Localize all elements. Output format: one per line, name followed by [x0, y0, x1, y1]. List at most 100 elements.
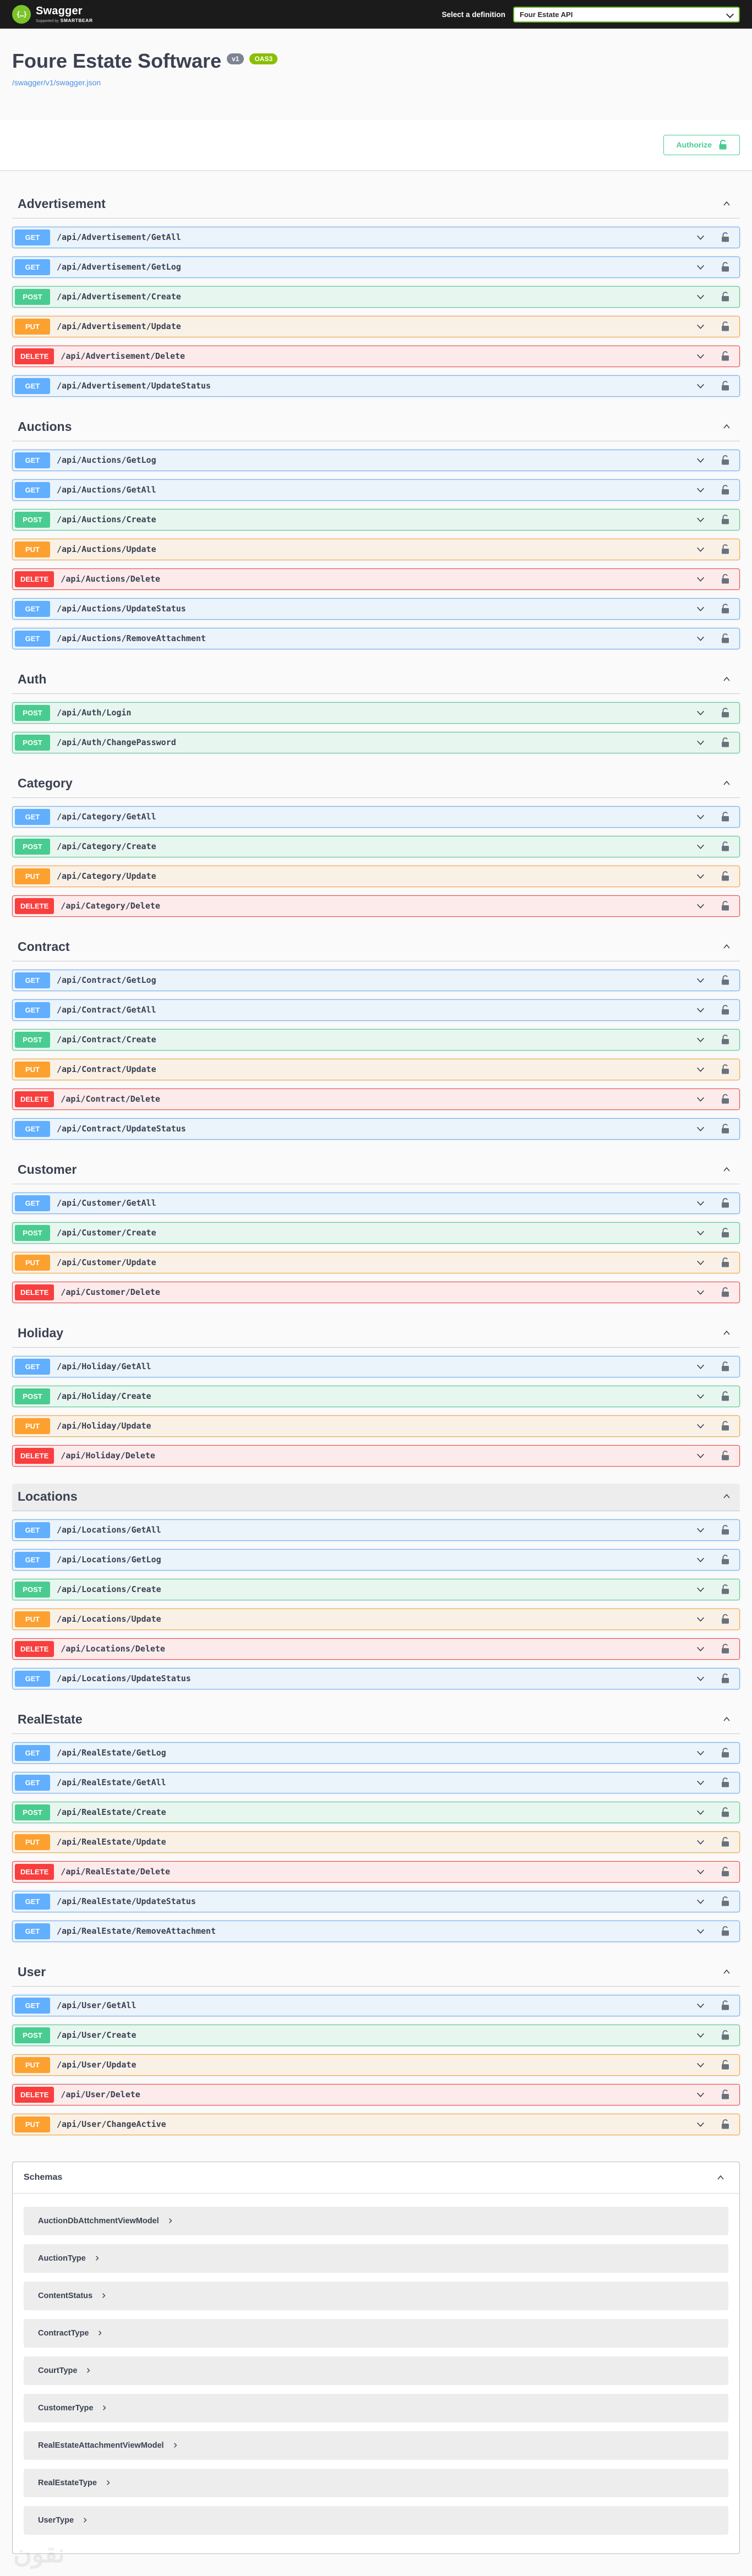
- swagger-logo-link[interactable]: {…} Swagger Supported by SMARTBEAR: [12, 5, 92, 24]
- expand-operation-button[interactable]: [692, 1552, 709, 1567]
- section-header-locations[interactable]: Locations: [12, 1483, 740, 1511]
- auth-lock-button[interactable]: [718, 705, 733, 720]
- expand-operation-button[interactable]: [692, 1864, 709, 1879]
- endpoint-row[interactable]: GET/api/RealEstate/UpdateStatus: [12, 1890, 740, 1912]
- endpoint-row[interactable]: DELETE/api/Holiday/Delete: [12, 1445, 740, 1467]
- schema-model-row[interactable]: RealEstateType: [24, 2468, 728, 2497]
- expand-operation-button[interactable]: [692, 542, 709, 557]
- auth-lock-button[interactable]: [718, 1998, 733, 2013]
- auth-lock-button[interactable]: [718, 483, 733, 497]
- endpoint-row[interactable]: PUT/api/Auctions/Update: [12, 538, 740, 560]
- expand-operation-button[interactable]: [692, 839, 709, 854]
- schema-model-row[interactable]: AuctionType: [24, 2244, 728, 2273]
- endpoint-row[interactable]: POST/api/Contract/Create: [12, 1029, 740, 1051]
- auth-lock-button[interactable]: [718, 349, 733, 364]
- schema-model-row[interactable]: ContractType: [24, 2318, 728, 2348]
- schema-model-row[interactable]: UserType: [24, 2506, 728, 2535]
- expand-operation-button[interactable]: [692, 1642, 709, 1656]
- endpoint-row[interactable]: GET/api/Locations/GetAll: [12, 1519, 740, 1541]
- expand-operation-button[interactable]: [692, 1062, 709, 1077]
- endpoint-row[interactable]: DELETE/api/User/Delete: [12, 2083, 740, 2105]
- auth-lock-button[interactable]: [718, 1003, 733, 1018]
- schema-model-row[interactable]: CustomerType: [24, 2393, 728, 2422]
- auth-lock-button[interactable]: [718, 2087, 733, 2102]
- schema-model-row[interactable]: ContentStatus: [24, 2281, 728, 2310]
- expand-operation-button[interactable]: [692, 973, 709, 988]
- auth-lock-button[interactable]: [718, 1448, 733, 1463]
- endpoint-row[interactable]: GET/api/Auctions/GetLog: [12, 449, 740, 471]
- auth-lock-button[interactable]: [718, 1864, 733, 1879]
- expand-operation-button[interactable]: [692, 572, 709, 587]
- auth-lock-button[interactable]: [718, 1612, 733, 1627]
- auth-lock-button[interactable]: [718, 453, 733, 468]
- expand-operation-button[interactable]: [692, 1523, 709, 1538]
- expand-operation-button[interactable]: [692, 230, 709, 245]
- expand-operation-button[interactable]: [692, 260, 709, 275]
- endpoint-row[interactable]: DELETE/api/Locations/Delete: [12, 1638, 740, 1660]
- auth-lock-button[interactable]: [718, 379, 733, 393]
- auth-lock-button[interactable]: [718, 512, 733, 527]
- endpoint-row[interactable]: POST/api/Auth/Login: [12, 702, 740, 724]
- endpoint-row[interactable]: PUT/api/Category/Update: [12, 865, 740, 887]
- expand-operation-button[interactable]: [692, 1998, 709, 2013]
- expand-operation-button[interactable]: [692, 735, 709, 750]
- auth-lock-button[interactable]: [718, 839, 733, 854]
- definition-select[interactable]: Four Estate API: [513, 6, 740, 23]
- endpoint-row[interactable]: PUT/api/Locations/Update: [12, 1608, 740, 1630]
- endpoint-row[interactable]: GET/api/Customer/GetAll: [12, 1192, 740, 1214]
- endpoint-row[interactable]: GET/api/Advertisement/GetAll: [12, 226, 740, 248]
- expand-operation-button[interactable]: [692, 1894, 709, 1909]
- auth-lock-button[interactable]: [718, 1671, 733, 1686]
- auth-lock-button[interactable]: [718, 1894, 733, 1909]
- endpoint-row[interactable]: POST/api/Auth/ChangePassword: [12, 731, 740, 753]
- section-collapse-button-holiday[interactable]: [719, 1326, 734, 1339]
- endpoint-row[interactable]: GET/api/Auctions/UpdateStatus: [12, 598, 740, 620]
- expand-operation-button[interactable]: [692, 1122, 709, 1136]
- section-collapse-button-realestate[interactable]: [719, 1713, 734, 1726]
- expand-operation-button[interactable]: [692, 483, 709, 497]
- spec-json-link[interactable]: /swagger/v1/swagger.json: [12, 78, 101, 87]
- endpoint-row[interactable]: GET/api/Holiday/GetAll: [12, 1355, 740, 1377]
- expand-operation-button[interactable]: [692, 2117, 709, 2132]
- expand-operation-button[interactable]: [692, 1003, 709, 1018]
- expand-operation-button[interactable]: [692, 810, 709, 824]
- schemas-collapse-button[interactable]: [713, 2171, 728, 2184]
- auth-lock-button[interactable]: [718, 1032, 733, 1047]
- section-collapse-button-auth[interactable]: [719, 672, 734, 686]
- auth-lock-button[interactable]: [718, 289, 733, 304]
- endpoint-row[interactable]: GET/api/Locations/UpdateStatus: [12, 1667, 740, 1689]
- auth-lock-button[interactable]: [718, 1285, 733, 1300]
- expand-operation-button[interactable]: [692, 1924, 709, 1939]
- endpoint-row[interactable]: POST/api/User/Create: [12, 2024, 740, 2046]
- auth-lock-button[interactable]: [718, 1196, 733, 1211]
- endpoint-row[interactable]: DELETE/api/RealEstate/Delete: [12, 1861, 740, 1883]
- endpoint-row[interactable]: PUT/api/User/Update: [12, 2054, 740, 2076]
- endpoint-row[interactable]: POST/api/Advertisement/Create: [12, 286, 740, 308]
- section-header-auctions[interactable]: Auctions: [12, 414, 740, 441]
- endpoint-row[interactable]: PUT/api/Holiday/Update: [12, 1415, 740, 1437]
- endpoint-row[interactable]: GET/api/Contract/GetLog: [12, 969, 740, 991]
- expand-operation-button[interactable]: [692, 1196, 709, 1211]
- expand-operation-button[interactable]: [692, 1805, 709, 1820]
- auth-lock-button[interactable]: [718, 1805, 733, 1820]
- expand-operation-button[interactable]: [692, 1255, 709, 1270]
- section-collapse-button-locations[interactable]: [719, 1490, 734, 1503]
- endpoint-row[interactable]: POST/api/Customer/Create: [12, 1222, 740, 1244]
- auth-lock-button[interactable]: [718, 230, 733, 245]
- expand-operation-button[interactable]: [692, 1092, 709, 1107]
- endpoint-row[interactable]: POST/api/Auctions/Create: [12, 508, 740, 530]
- auth-lock-button[interactable]: [718, 1835, 733, 1850]
- auth-lock-button[interactable]: [718, 899, 733, 914]
- endpoint-row[interactable]: DELETE/api/Advertisement/Delete: [12, 345, 740, 367]
- section-collapse-button-auctions[interactable]: [719, 420, 734, 433]
- schema-model-row[interactable]: CourtType: [24, 2356, 728, 2385]
- expand-operation-button[interactable]: [692, 1419, 709, 1434]
- expand-operation-button[interactable]: [692, 1032, 709, 1047]
- section-collapse-button-advertisement[interactable]: [719, 197, 734, 210]
- auth-lock-button[interactable]: [718, 260, 733, 275]
- auth-lock-button[interactable]: [718, 1122, 733, 1136]
- section-header-holiday[interactable]: Holiday: [12, 1320, 740, 1348]
- endpoint-row[interactable]: PUT/api/Contract/Update: [12, 1058, 740, 1080]
- auth-lock-button[interactable]: [718, 631, 733, 646]
- expand-operation-button[interactable]: [692, 319, 709, 334]
